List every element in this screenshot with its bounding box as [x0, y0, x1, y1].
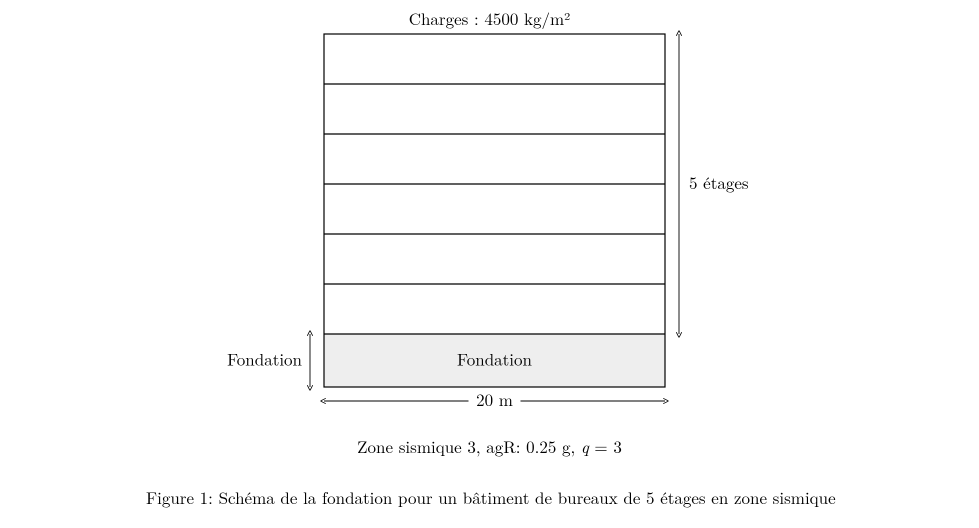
figure-caption: Figure 1: Schéma de la fondation pour un…: [146, 487, 846, 508]
width-dimension-label: 20 m: [476, 387, 513, 411]
caption-prefix: Figure 1:: [146, 485, 213, 509]
building-diagram: Fondation 20 m 5 étages Fondation: [0, 0, 979, 430]
foundation-center-label: Fondation: [457, 347, 532, 371]
height-dimension-label: 5 étages: [689, 170, 749, 194]
foundation-left-label: Fondation: [227, 347, 302, 371]
caption-text: Schéma de la fondation pour un bâtiment …: [219, 485, 836, 509]
seismic-zone-label: Zone sismique 3, agR: 0.25 g, q = 3: [0, 434, 979, 458]
